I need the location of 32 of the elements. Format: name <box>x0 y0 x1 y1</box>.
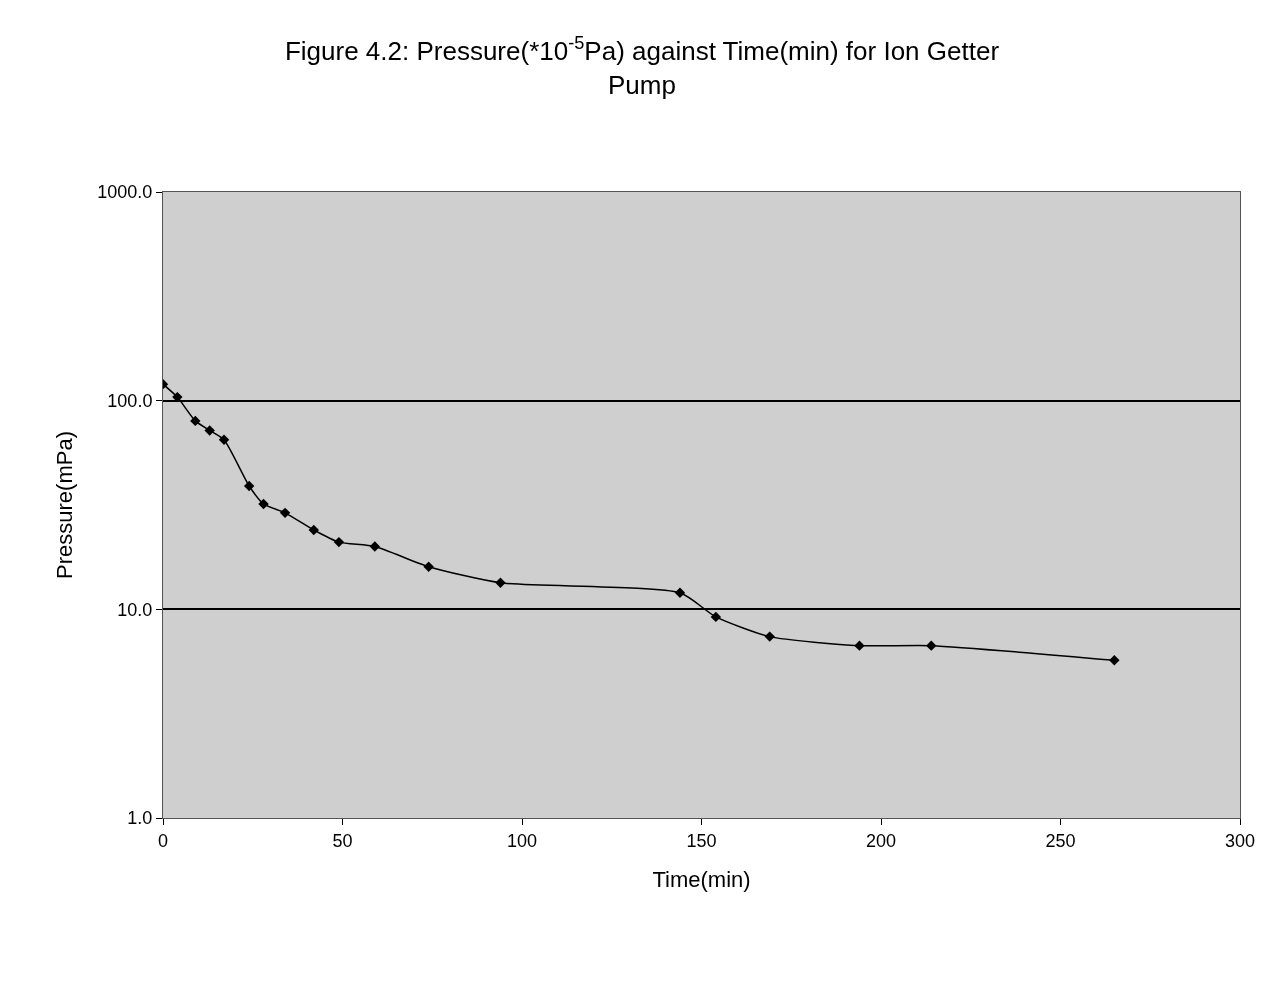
x-tick-label: 150 <box>686 830 717 851</box>
point <box>764 631 775 642</box>
x-axis-title: Time(min) <box>652 867 751 893</box>
point <box>204 425 215 436</box>
y-tick-label: 10.0 <box>117 599 153 620</box>
chart-title: Figure 4.2: Pressure(*10$^{-5}$Pa) against Time(min) for Ion Getter Pump <box>284 33 1000 101</box>
point <box>926 640 937 651</box>
point <box>172 391 183 403</box>
point <box>258 498 269 510</box>
x-tick-label: 50 <box>332 830 353 851</box>
y-tick-label: 100.0 <box>107 390 153 411</box>
point <box>243 480 255 492</box>
point <box>279 507 291 519</box>
x-tick-label: 250 <box>1045 830 1076 851</box>
point <box>423 561 434 572</box>
point <box>190 415 201 427</box>
y-axis-title: Pressure(mPa) <box>52 431 78 579</box>
point <box>1109 655 1120 666</box>
point <box>495 577 506 589</box>
point <box>369 541 381 552</box>
y-tick-label: 1.0 <box>127 808 153 829</box>
point <box>308 524 319 536</box>
point <box>333 536 345 548</box>
x-tick-label: 0 <box>157 830 169 851</box>
point <box>218 434 230 445</box>
x-tick-label: 100 <box>506 830 538 851</box>
y-tick-label: 1000.0 <box>97 182 153 203</box>
x-tick-label: 200 <box>865 830 897 851</box>
point <box>854 640 865 651</box>
point <box>710 611 722 623</box>
x-tick-label: 300 <box>1224 830 1256 851</box>
point <box>674 587 686 599</box>
